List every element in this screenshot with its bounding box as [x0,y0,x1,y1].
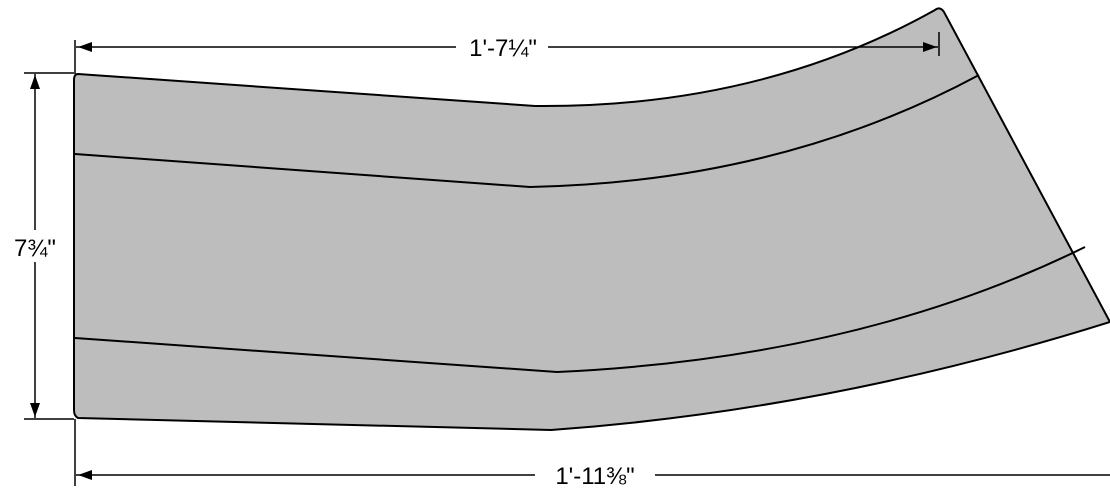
top-dimension-arrow-right [923,42,937,52]
upper-band-line [74,74,980,189]
left-dimension-arrow-top [30,75,40,89]
left-dimension-label: 7¾" [14,235,56,262]
top-dimension-arrow-left [78,42,92,52]
panel-shape [73,7,1110,432]
left-dimension-label-bg [2,230,70,262]
top-dimension-label: 1'-7¼" [469,35,537,62]
left-dimension-arrow-bottom [30,403,40,417]
lower-band-line [74,246,1086,374]
bottom-dimension-arrow-left [78,470,92,480]
top-dimension-label-bg [456,32,548,60]
bottom-dimension-label: 1'-11⅜" [555,463,634,490]
bottom-dimension-label-bg [535,460,655,488]
